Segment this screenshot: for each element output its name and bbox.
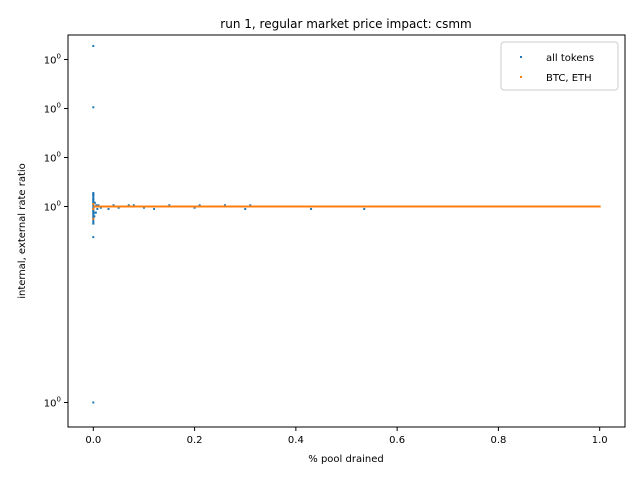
y-tick-label: 100 xyxy=(44,396,61,410)
data-point xyxy=(92,194,95,197)
data-point xyxy=(497,205,500,208)
x-tick-label: 0.4 xyxy=(288,435,304,446)
data-point xyxy=(92,198,95,201)
y-tick-label: 100 xyxy=(44,53,61,67)
data-point xyxy=(117,205,120,208)
data-point xyxy=(95,204,98,207)
x-axis-title: % pool drained xyxy=(308,454,383,465)
data-point xyxy=(310,207,313,210)
data-point xyxy=(92,203,95,206)
data-point xyxy=(93,215,96,218)
legend-label-btc-eth: BTC, ETH xyxy=(546,73,592,84)
x-tick-label: 0.0 xyxy=(85,435,101,446)
data-point xyxy=(117,206,120,209)
data-point xyxy=(446,205,449,208)
data-point xyxy=(345,205,348,208)
data-point xyxy=(92,236,95,239)
data-point xyxy=(97,204,100,207)
data-point xyxy=(92,106,95,109)
data-point xyxy=(107,207,110,210)
x-tick-label: 0.2 xyxy=(187,435,203,446)
y-tick-label: 100 xyxy=(44,200,61,214)
data-point xyxy=(92,207,95,210)
data-point xyxy=(249,204,252,207)
data-point xyxy=(92,200,95,203)
data-point xyxy=(97,205,100,208)
data-point xyxy=(92,222,95,225)
data-point xyxy=(92,45,95,48)
data-point xyxy=(363,207,366,210)
data-point xyxy=(142,205,145,208)
data-point xyxy=(92,210,95,213)
data-point xyxy=(598,205,601,208)
data-point xyxy=(92,217,95,220)
data-point xyxy=(548,205,551,208)
data-series xyxy=(92,45,601,404)
legend-box xyxy=(500,41,619,91)
data-point xyxy=(244,205,247,208)
data-point xyxy=(96,207,99,210)
data-point xyxy=(244,207,247,210)
chart-title: run 1, regular market price impact: csmm xyxy=(220,17,471,31)
data-point xyxy=(92,216,95,219)
y-axis-ticks: 100 100 100 100 100 xyxy=(44,53,68,410)
legend-label-all-tokens: all tokens xyxy=(546,53,594,64)
data-point xyxy=(94,205,97,208)
data-point xyxy=(112,204,115,207)
data-point xyxy=(99,206,102,209)
legend: all tokens BTC, ETH xyxy=(500,41,619,91)
x-tick-label: 0.8 xyxy=(490,435,506,446)
data-point xyxy=(193,205,196,208)
data-point xyxy=(132,204,135,207)
data-point xyxy=(92,193,95,196)
data-point xyxy=(396,205,399,208)
data-point xyxy=(92,192,95,195)
data-point xyxy=(198,204,201,207)
data-point xyxy=(93,201,96,204)
data-point xyxy=(94,211,97,214)
data-point xyxy=(294,205,297,208)
x-axis-ticks: 0.0 0.2 0.4 0.6 0.8 1.0 xyxy=(85,427,608,446)
data-point xyxy=(127,204,130,207)
data-point xyxy=(168,204,171,207)
axes-frame xyxy=(67,34,626,428)
series-btc-eth xyxy=(92,203,601,220)
y-tick-label: 100 xyxy=(44,102,61,116)
legend-marker-btc-eth xyxy=(520,76,522,78)
data-point xyxy=(92,401,95,404)
x-tick-label: 0.6 xyxy=(389,435,405,446)
data-point xyxy=(193,206,196,209)
plot-area: 100 100 100 100 100 0.0 0.2 0.4 0.6 0.8 1.0 xyxy=(44,34,626,446)
data-point xyxy=(142,206,145,209)
x-tick-label: 1.0 xyxy=(592,435,608,446)
data-point xyxy=(223,204,226,207)
data-point xyxy=(92,212,95,215)
legend-marker-all-tokens xyxy=(520,56,522,58)
data-point xyxy=(153,207,156,210)
data-point xyxy=(102,205,105,208)
y-axis-title: internal, external rate ratio xyxy=(17,163,28,299)
y-tick-label: 100 xyxy=(44,151,61,165)
